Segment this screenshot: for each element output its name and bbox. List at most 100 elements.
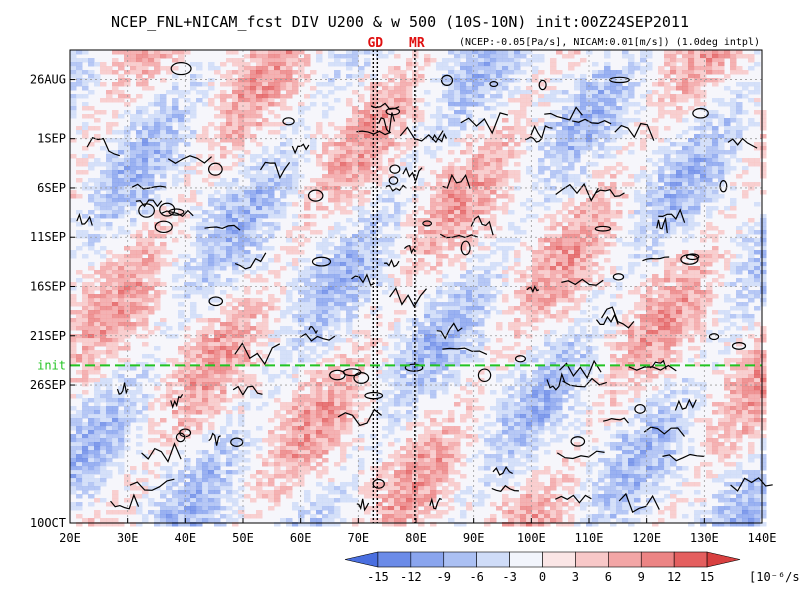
heatmap-cell	[220, 230, 227, 235]
heatmap-cell	[460, 94, 467, 99]
heatmap-cell	[346, 190, 353, 195]
chart-title: NCEP_FNL+NICAM_fcst DIV U200 & w 500 (10…	[111, 13, 689, 31]
heatmap-cell	[760, 270, 767, 275]
heatmap-cell	[112, 290, 119, 295]
heatmap-cell	[496, 274, 503, 279]
heatmap-cell	[676, 170, 683, 175]
heatmap-cell	[364, 286, 371, 291]
heatmap-cell	[592, 234, 599, 239]
heatmap-cell	[682, 286, 689, 291]
heatmap-cell	[670, 210, 677, 215]
heatmap-cell	[106, 222, 113, 227]
heatmap-cell	[370, 222, 377, 227]
heatmap-cell	[208, 286, 215, 291]
heatmap-cell	[586, 206, 593, 211]
heatmap-cell	[250, 74, 257, 79]
heatmap-cell	[76, 62, 83, 67]
heatmap-cell	[706, 162, 713, 167]
heatmap-cell	[316, 266, 323, 271]
heatmap-cell	[514, 86, 521, 91]
heatmap-cell	[622, 318, 629, 323]
heatmap-cell	[526, 170, 533, 175]
heatmap-cell	[124, 102, 131, 107]
heatmap-cell	[322, 174, 329, 179]
heatmap-cell	[220, 222, 227, 227]
heatmap-cell	[232, 218, 239, 223]
heatmap-cell	[334, 194, 341, 199]
heatmap-cell	[352, 206, 359, 211]
heatmap-cell	[568, 238, 575, 243]
heatmap-cell	[316, 130, 323, 135]
heatmap-cell	[646, 254, 653, 259]
heatmap-cell	[484, 106, 491, 111]
heatmap-cell	[664, 62, 671, 67]
heatmap-cell	[124, 110, 131, 115]
heatmap-cell	[718, 142, 725, 147]
heatmap-cell	[406, 266, 413, 271]
heatmap-cell	[484, 190, 491, 195]
heatmap-cell	[196, 318, 203, 323]
heatmap-cell	[130, 66, 137, 71]
heatmap-cell	[736, 278, 743, 283]
heatmap-cell	[334, 54, 341, 59]
heatmap-cell	[646, 222, 653, 227]
heatmap-cell	[220, 110, 227, 115]
heatmap-cell	[670, 70, 677, 75]
heatmap-cell	[748, 182, 755, 187]
heatmap-cell	[208, 266, 215, 271]
heatmap-cell	[604, 134, 611, 139]
heatmap-cell	[700, 130, 707, 135]
heatmap-cell	[676, 290, 683, 295]
heatmap-cell	[340, 54, 347, 59]
heatmap-cell	[232, 242, 239, 247]
heatmap-cell	[442, 318, 449, 323]
heatmap-cell	[508, 306, 515, 311]
heatmap-cell	[160, 146, 167, 151]
heatmap-cell	[496, 226, 503, 231]
heatmap-cell	[436, 318, 443, 323]
heatmap-cell	[718, 62, 725, 67]
heatmap-cell	[154, 98, 161, 103]
heatmap-cell	[526, 90, 533, 95]
heatmap-cell	[142, 170, 149, 175]
heatmap-cell	[682, 78, 689, 83]
heatmap-cell	[700, 166, 707, 171]
heatmap-cell	[646, 306, 653, 311]
heatmap-cell	[334, 126, 341, 131]
heatmap-cell	[478, 226, 485, 231]
heatmap-cell	[334, 158, 341, 163]
heatmap-cell	[712, 58, 719, 63]
heatmap-cell	[232, 226, 239, 231]
heatmap-cell	[76, 66, 83, 71]
heatmap-cell	[424, 310, 431, 315]
heatmap-cell	[262, 246, 269, 251]
heatmap-cell	[334, 294, 341, 299]
heatmap-cell	[568, 110, 575, 115]
heatmap-cell	[262, 222, 269, 227]
heatmap-cell	[148, 50, 155, 55]
heatmap-cell	[592, 270, 599, 275]
heatmap-cell	[718, 210, 725, 215]
heatmap-cell	[574, 298, 581, 303]
heatmap-cell	[388, 70, 395, 75]
heatmap-cell	[460, 318, 467, 323]
heatmap-cell	[670, 50, 677, 55]
heatmap-cell	[616, 78, 623, 83]
heatmap-cell	[154, 50, 161, 55]
heatmap-cell	[364, 234, 371, 239]
heatmap-cell	[100, 178, 107, 183]
heatmap-cell	[148, 298, 155, 303]
heatmap-cell	[310, 230, 317, 235]
heatmap-cell	[298, 110, 305, 115]
heatmap-cell	[376, 210, 383, 215]
heatmap-cell	[502, 238, 509, 243]
heatmap-cell	[352, 302, 359, 307]
heatmap-cell	[658, 298, 665, 303]
heatmap-cell	[160, 138, 167, 143]
heatmap-cell	[424, 306, 431, 311]
heatmap-cell	[364, 174, 371, 179]
heatmap-cell	[238, 86, 245, 91]
heatmap-cell	[694, 310, 701, 315]
heatmap-cell	[550, 238, 557, 243]
heatmap-cell	[388, 66, 395, 71]
